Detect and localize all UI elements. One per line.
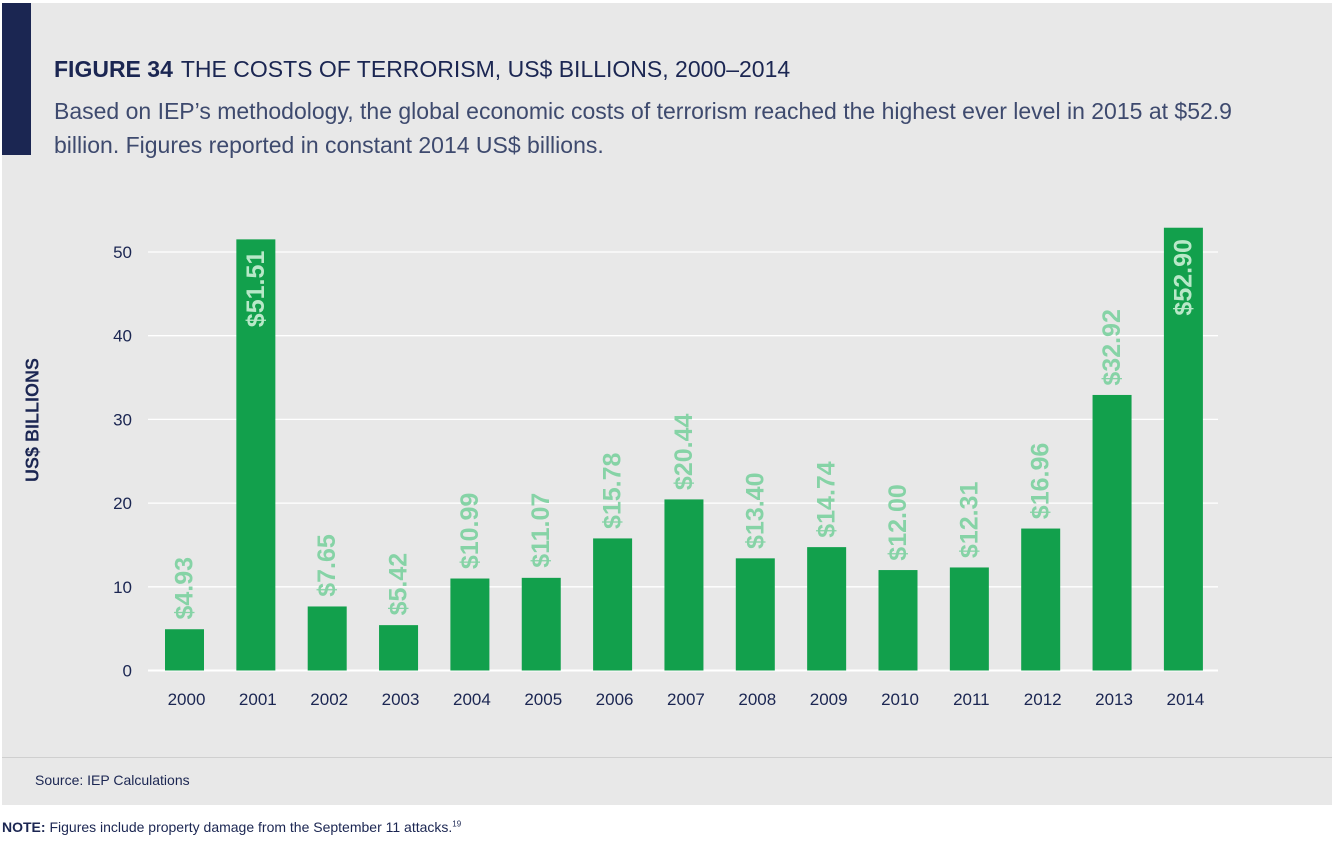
data-label: $10.99 [456,493,484,569]
y-tick-label: 20 [113,494,132,513]
accent-bar [2,3,31,155]
x-tick-label: 2001 [239,690,277,709]
x-tick-label: 2007 [667,690,705,709]
x-tick-label: 2012 [1024,690,1062,709]
note-body: Figures include property damage from the… [49,819,453,835]
bar [949,567,989,671]
bar [521,577,561,671]
bar [1163,227,1203,671]
data-label: $52.90 [1169,239,1197,315]
data-label: $4.93 [171,557,199,620]
data-label: $12.00 [884,484,912,560]
bar [807,547,847,671]
bar [593,538,633,671]
note-label: NOTE: [2,819,46,835]
x-tick-label: 2010 [881,690,919,709]
x-tick-label: 2004 [453,690,491,709]
bar [450,578,490,671]
data-label: $5.42 [385,553,413,616]
bar [1092,394,1132,671]
y-tick-label: 0 [123,662,132,681]
x-tick-label: 2013 [1095,690,1133,709]
figure-title: FIGURE 34 THE COSTS OF TERRORISM, US$ BIL… [54,56,790,83]
x-tick-label: 2005 [524,690,562,709]
note-text: NOTE: Figures include property damage fr… [2,819,461,835]
x-tick-label: 2002 [310,690,348,709]
bar [379,625,419,671]
figure-title-text: THE COSTS OF TERRORISM, US$ BILLIONS, 20… [180,56,791,82]
data-label: $15.78 [599,452,627,529]
bar [236,239,276,671]
data-label: $14.74 [813,461,841,538]
x-tick-label: 2009 [810,690,848,709]
note-reference: 19 [452,819,462,829]
bar [664,499,704,671]
data-label: $32.92 [1098,309,1126,385]
data-label: $7.65 [313,534,341,597]
bar [1021,528,1061,671]
x-tick-label: 2003 [382,690,420,709]
figure-subtitle: Based on IEP’s methodology, the global e… [54,98,1232,158]
y-tick-label: 10 [113,578,132,597]
x-tick-label: 2008 [738,690,776,709]
y-tick-label: 40 [113,327,132,346]
bar [165,629,204,671]
data-label: $11.07 [527,493,555,568]
x-tick-label: 2011 [953,690,990,709]
y-tick-label: 50 [113,243,132,262]
y-tick-label: 30 [113,410,132,429]
bar-chart: 0 10 20 30 40 50 $4.93 2000 $51.51 2001 $7.65 2002 $… [113,227,1218,709]
data-label: $51.51 [242,251,270,328]
bar [735,558,775,671]
divider [2,757,1332,758]
bar [307,606,347,671]
x-tick-label: 2014 [1166,690,1204,709]
data-label: $12.31 [955,482,983,559]
figure-number: FIGURE 34 [54,56,173,82]
x-tick-label: 2000 [168,690,206,709]
source-text: Source: IEP Calculations [35,772,190,788]
data-label: $16.96 [1027,443,1055,519]
x-tick-label: 2006 [596,690,634,709]
bar [878,570,918,671]
data-label: $20.44 [670,413,698,490]
data-label: $13.40 [741,473,769,549]
